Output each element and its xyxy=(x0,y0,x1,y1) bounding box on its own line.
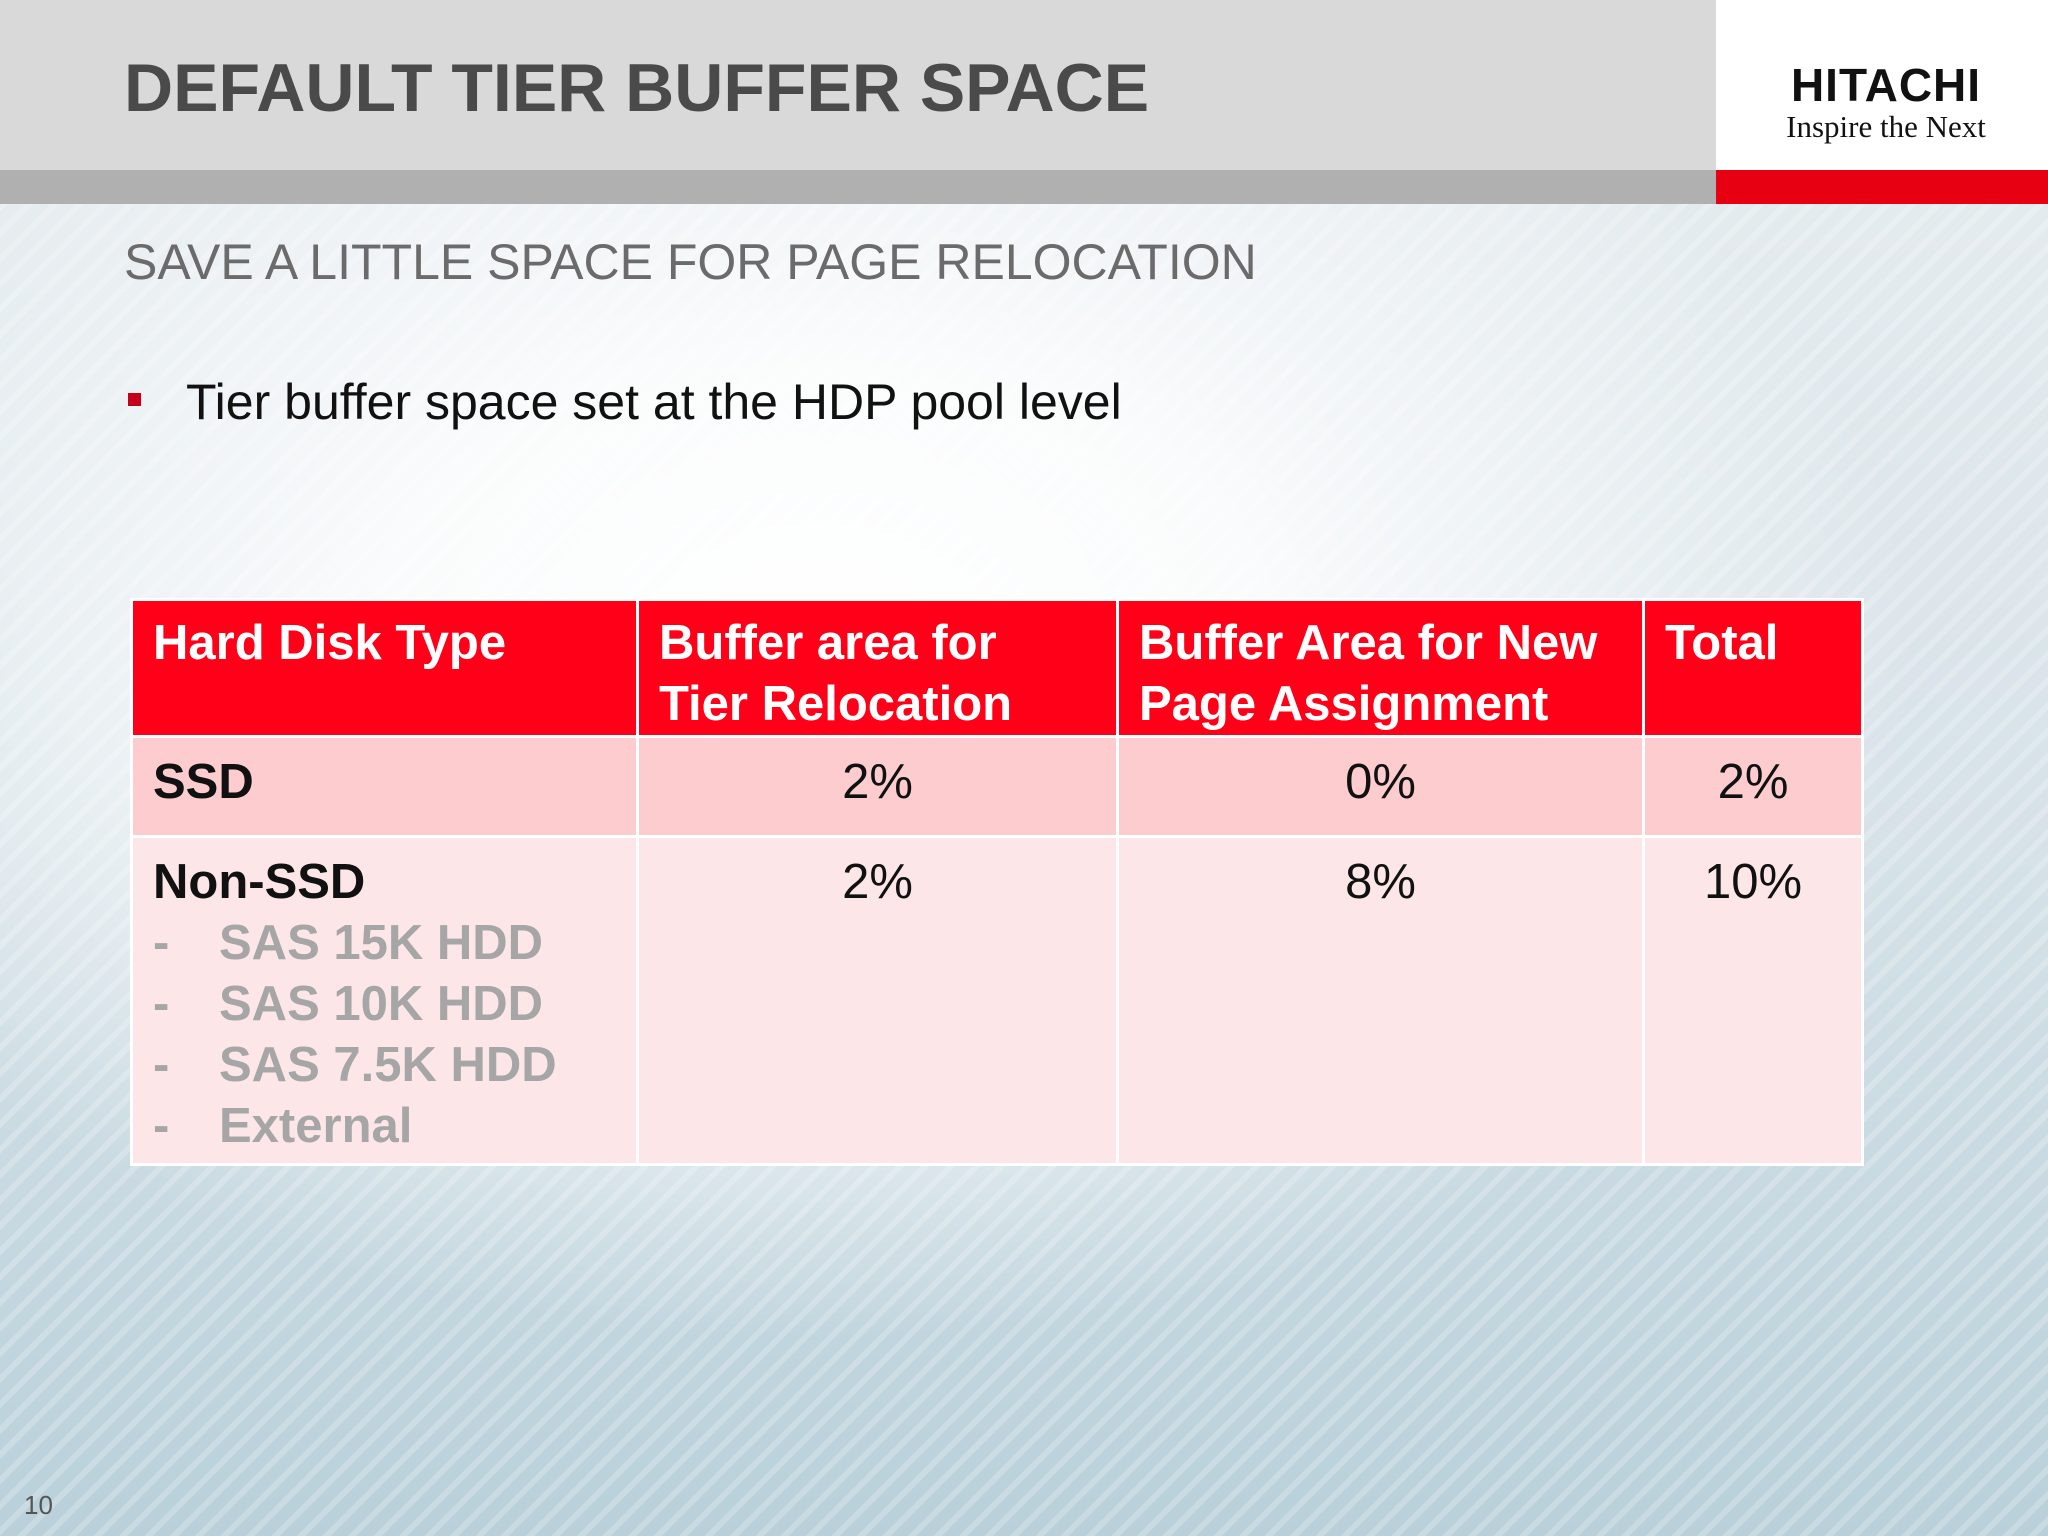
title-underline xyxy=(0,170,1716,204)
dash-marker: - xyxy=(153,916,170,970)
cell-tier-relocation-non-ssd: 2% xyxy=(636,835,1119,1166)
cell-total-non-ssd: 10% xyxy=(1642,835,1864,1166)
sub-item-label: External xyxy=(219,1099,413,1153)
non-ssd-label: Non-SSD xyxy=(153,855,366,909)
header-hard-disk-type: Hard Disk Type xyxy=(130,598,639,738)
bullet-text: Tier buffer space set at the HDP pool le… xyxy=(186,374,1122,430)
title-band xyxy=(0,0,1716,170)
logo-box xyxy=(1716,0,2048,170)
buffer-space-table: Hard Disk Type Buffer area for Tier Relo… xyxy=(130,598,1864,1166)
cell-new-page-non-ssd: 8% xyxy=(1116,835,1645,1166)
slide-subtitle: SAVE A LITTLE SPACE FOR PAGE RELOCATION xyxy=(124,234,1257,290)
slide-title: DEFAULT TIER BUFFER SPACE xyxy=(124,50,1150,126)
logo-red-bar xyxy=(1716,170,2048,204)
list-item: - SAS 15K HDD xyxy=(153,913,636,974)
header-tier-relocation: Buffer area for Tier Relocation xyxy=(636,598,1119,738)
sub-item-label: SAS 15K HDD xyxy=(219,916,544,970)
table-row-ssd: SSD 2% 0% 2% xyxy=(130,735,1864,838)
cell-disk-type-non-ssd: Non-SSD - SAS 15K HDD - SAS 10K HDD - SAS 7… xyxy=(130,835,639,1166)
dash-marker: - xyxy=(153,1099,170,1153)
page-number: 10 xyxy=(24,1490,53,1520)
list-item: - SAS 10K HDD xyxy=(153,974,636,1035)
cell-total-ssd: 2% xyxy=(1642,735,1864,838)
list-item: - SAS 7.5K HDD xyxy=(153,1035,636,1096)
header-total: Total xyxy=(1642,598,1864,738)
cell-tier-relocation-ssd: 2% xyxy=(636,735,1119,838)
sub-item-label: SAS 10K HDD xyxy=(219,977,544,1031)
sub-item-label: SAS 7.5K HDD xyxy=(219,1038,557,1092)
dash-marker: - xyxy=(153,977,170,1031)
table-row-non-ssd: Non-SSD - SAS 15K HDD - SAS 10K HDD - SAS 7… xyxy=(130,835,1864,1166)
cell-new-page-ssd: 0% xyxy=(1116,735,1645,838)
cell-disk-type-ssd: SSD xyxy=(130,735,639,838)
non-ssd-sub-list: - SAS 15K HDD - SAS 10K HDD - SAS 7.5K HDD … xyxy=(153,913,636,1157)
list-item: - External xyxy=(153,1096,636,1157)
header-new-page-assignment: Buffer Area for New Page Assignment xyxy=(1116,598,1645,738)
logo-tagline: Inspire the Next xyxy=(1786,109,1986,144)
bullet-square-icon xyxy=(128,393,141,406)
dash-marker: - xyxy=(153,1038,170,1092)
table-header-row: Hard Disk Type Buffer area for Tier Relo… xyxy=(130,598,1864,738)
hitachi-logo: HITACHI xyxy=(1790,59,1982,111)
